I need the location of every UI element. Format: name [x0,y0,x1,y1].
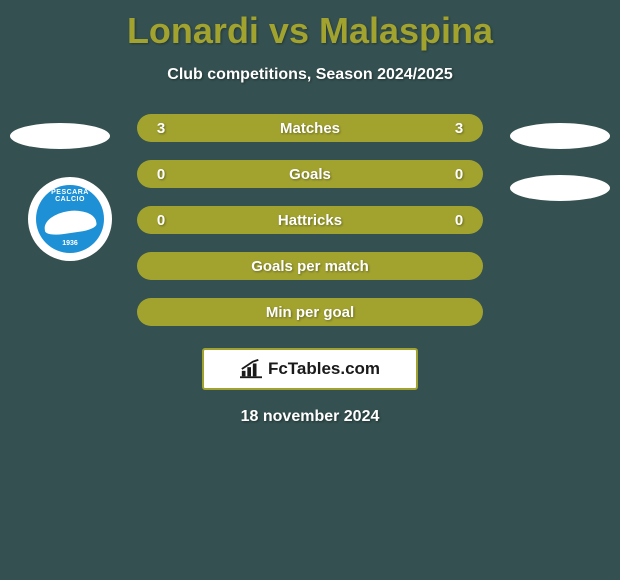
stat-label: Goals per match [151,258,469,275]
page-title: Lonardi vs Malaspina [0,0,620,52]
player-right-placeholder-1 [510,123,610,149]
stat-row-goals-per-match: Goals per match [137,252,483,280]
club-badge-inner: PESCARA CALCIO 1936 [36,185,104,253]
stat-right-value: 0 [449,166,469,183]
stat-left-value: 3 [151,120,171,137]
chart-icon [240,359,262,379]
badge-top-text: PESCARA CALCIO [36,189,104,203]
stat-left-value: 0 [151,166,171,183]
club-badge: PESCARA CALCIO 1936 [28,177,112,261]
stat-row-hattricks: 0 Hattricks 0 [137,206,483,234]
date-text: 18 november 2024 [0,408,620,426]
page-subtitle: Club competitions, Season 2024/2025 [0,66,620,84]
stat-label: Matches [171,120,449,137]
stat-row-matches: 3 Matches 3 [137,114,483,142]
stat-row-goals: 0 Goals 0 [137,160,483,188]
brand-text: FcTables.com [268,359,380,379]
player-left-placeholder [10,123,110,149]
stat-label: Hattricks [171,212,449,229]
brand-box: FcTables.com [202,348,418,390]
stats-container: 3 Matches 3 0 Goals 0 0 Hattricks 0 Goal… [137,114,483,326]
player-right-placeholder-2 [510,175,610,201]
stat-row-min-per-goal: Min per goal [137,298,483,326]
stat-label: Min per goal [151,304,469,321]
stat-right-value: 3 [449,120,469,137]
badge-bottom-text: 1936 [36,240,104,247]
stat-label: Goals [171,166,449,183]
stat-right-value: 0 [449,212,469,229]
stat-left-value: 0 [151,212,171,229]
